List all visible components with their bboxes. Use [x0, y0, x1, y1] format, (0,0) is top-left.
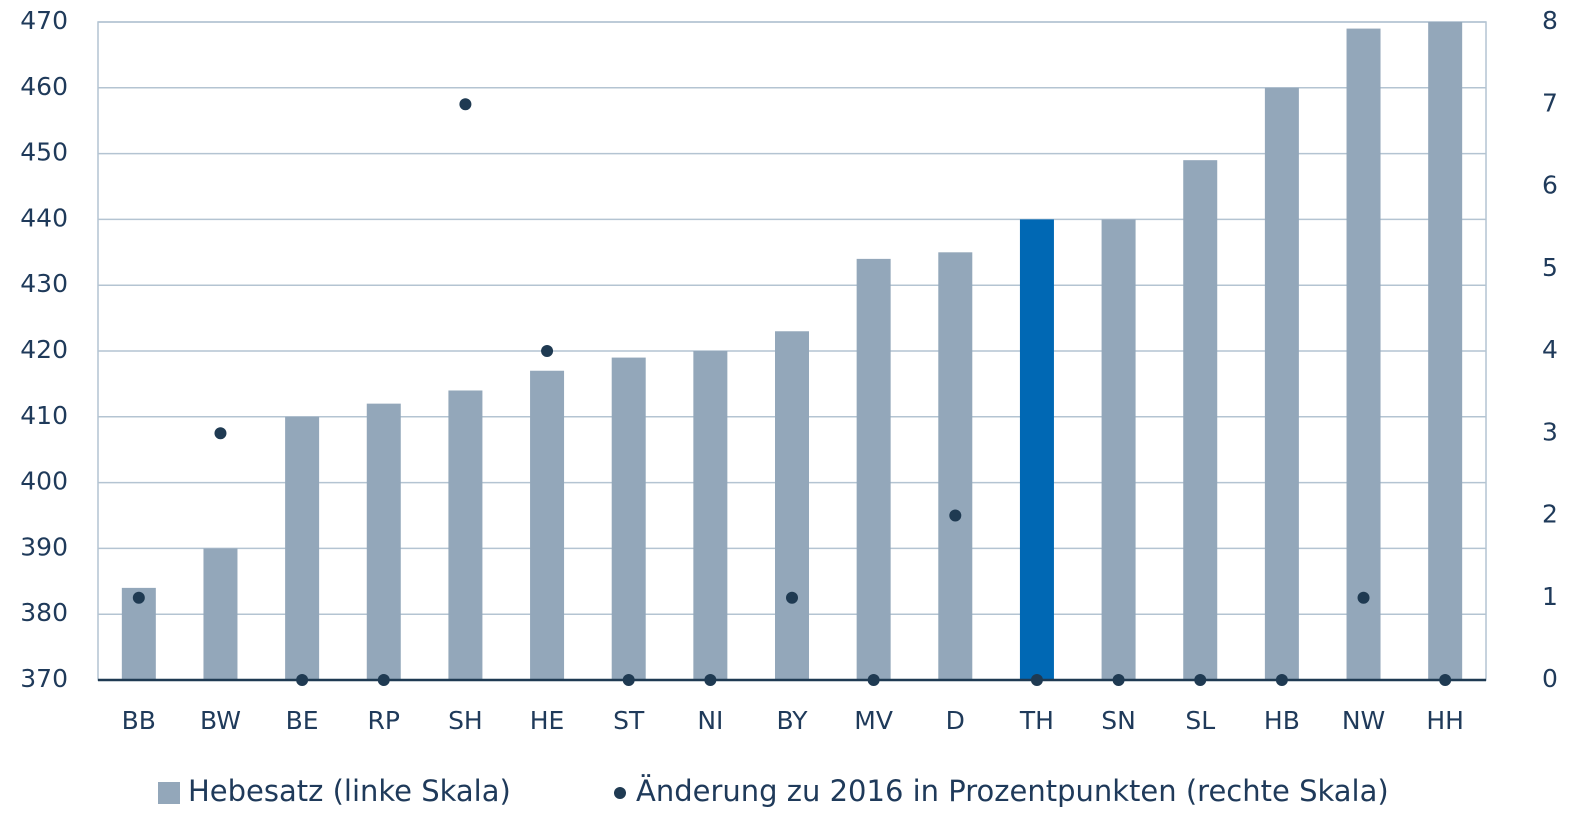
- x-tick-label: BY: [776, 706, 808, 735]
- legend: Hebesatz (linke Skala) Änderung zu 2016 i…: [158, 774, 1389, 808]
- bar: [693, 351, 728, 680]
- dot: [1275, 674, 1288, 686]
- y-tick-label: 390: [20, 532, 68, 561]
- y2-tick-label: 4: [1542, 335, 1558, 364]
- dot: [459, 98, 472, 111]
- y2-tick-label: 2: [1542, 500, 1558, 529]
- bar: [285, 416, 320, 680]
- dot: [622, 674, 635, 686]
- bar: [1101, 219, 1136, 680]
- dot: [377, 674, 390, 686]
- bar: [1019, 219, 1054, 680]
- dot: [541, 345, 554, 357]
- x-tick-label: HE: [530, 706, 565, 735]
- bar: [203, 548, 238, 680]
- y-tick-label: 460: [20, 72, 68, 101]
- y-tick-label: 400: [20, 467, 68, 496]
- bar: [366, 403, 401, 680]
- x-tick-label: HB: [1264, 706, 1300, 735]
- y2-tick-label: 0: [1542, 664, 1558, 693]
- bar: [1346, 28, 1381, 680]
- dot: [786, 591, 798, 604]
- y-tick-label: 440: [20, 203, 68, 232]
- y2-tick-label: 3: [1542, 417, 1558, 446]
- x-tick-label: D: [946, 706, 965, 735]
- y2-tick-label: 6: [1542, 171, 1558, 200]
- dot: [1357, 591, 1370, 604]
- dot: [1030, 674, 1043, 686]
- x-tick-label: MV: [854, 706, 893, 735]
- bar: [1264, 87, 1299, 681]
- dot: [296, 674, 309, 686]
- y-tick-label: 430: [20, 269, 68, 298]
- y-tick-label: 410: [20, 401, 68, 430]
- legend-label: Änderung zu 2016 in Prozentpunkten (rech…: [636, 774, 1389, 808]
- legend-swatch: [614, 787, 626, 799]
- bar: [775, 331, 809, 680]
- dot: [949, 509, 962, 522]
- bar: [1428, 22, 1463, 680]
- dot: [1112, 674, 1125, 686]
- y-tick-label: 370: [20, 664, 68, 693]
- y-tick-label: 470: [20, 6, 68, 35]
- x-tick-label: BB: [122, 706, 156, 735]
- bar: [938, 252, 973, 681]
- bar: [611, 357, 646, 680]
- y-tick-label: 450: [20, 138, 68, 167]
- dot: [1194, 674, 1207, 686]
- x-tick-label: HH: [1426, 706, 1464, 735]
- x-tick-label: NI: [697, 706, 723, 735]
- x-tick-label: NW: [1342, 706, 1385, 735]
- x-tick-label: SN: [1101, 706, 1136, 735]
- x-tick-label: TH: [1019, 706, 1054, 735]
- y-tick-label: 380: [20, 598, 68, 627]
- dot: [704, 674, 717, 686]
- y2-tick-label: 8: [1542, 6, 1558, 35]
- dot: [214, 427, 227, 440]
- bar: [448, 390, 483, 680]
- y2-tick-label: 7: [1542, 88, 1558, 117]
- bar: [1183, 160, 1218, 680]
- y-tick-label: 420: [20, 335, 68, 364]
- y2-tick-label: 5: [1542, 253, 1558, 282]
- x-tick-label: SH: [448, 706, 483, 735]
- legend-label: Hebesatz (linke Skala): [188, 774, 511, 808]
- dot: [132, 591, 145, 604]
- x-tick-label: SL: [1185, 706, 1215, 735]
- x-tick-label: RP: [368, 706, 400, 735]
- dot: [867, 674, 880, 686]
- x-tick-label: BW: [200, 706, 241, 735]
- legend-swatch: [158, 782, 180, 804]
- bar: [530, 370, 565, 680]
- y2-tick-label: 1: [1542, 582, 1558, 611]
- x-tick-label: ST: [613, 706, 645, 735]
- x-tick-label: BE: [286, 706, 319, 735]
- dot: [1439, 674, 1452, 686]
- bar: [856, 258, 891, 680]
